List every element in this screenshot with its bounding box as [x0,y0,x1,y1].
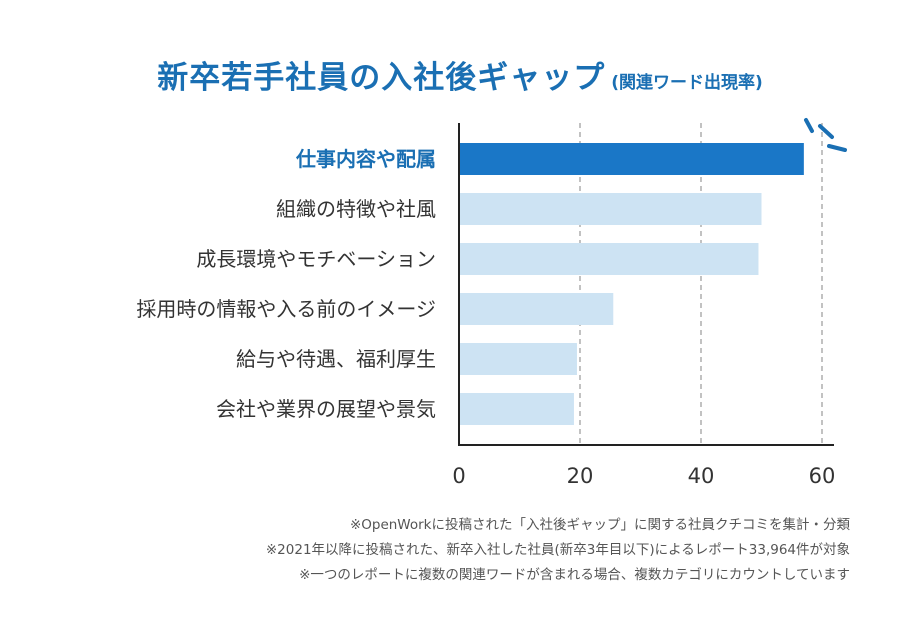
category-label-5: 会社や業界の展望や景気 [216,397,436,421]
category-label-4: 給与や待遇、福利厚生 [236,347,436,371]
bar-chart: 仕事内容や配属組織の特徴や社風成長環境やモチベーション採用時の情報や入る前のイメ… [136,118,847,488]
footnote-2: ※2021年以降に投稿された、新卒入社した社員(新卒3年目以下)によるレポート3… [265,542,850,558]
footnote-3: ※一つのレポートに複数の関連ワードが含まれる場合、複数カテゴリにカウントしていま… [299,567,850,583]
x-tick-label-0: 0 [452,464,465,488]
category-label-2: 成長環境やモチベーション [196,247,436,271]
chart-title-row: 新卒若手社員の入社後ギャップ (関連ワード出現率) [0,52,920,97]
emphasis-mark-1 [818,124,834,139]
category-label-3: 採用時の情報や入る前のイメージ [136,297,436,321]
category-label-0: 仕事内容や配属 [295,147,436,171]
x-tick-label-60: 60 [809,464,836,488]
bar-0 [459,143,804,175]
bar-5 [459,393,574,425]
footnote-1: ※OpenWorkに投稿された「入社後ギャップ」に関する社員クチコミを集計・分類 [349,517,850,533]
x-tick-label-40: 40 [688,464,715,488]
category-label-1: 組織の特徴や社風 [276,197,436,221]
bar-2 [459,243,759,275]
chart-subtitle: (関連ワード出現率) [611,73,763,93]
footnotes: ※OpenWorkに投稿された「入社後ギャップ」に関する社員クチコミを集計・分類… [266,513,850,588]
bar-4 [459,343,577,375]
bar-1 [459,193,762,225]
bar-3 [459,293,614,325]
x-tick-label-20: 20 [567,464,594,488]
chart-title: 新卒若手社員の入社後ギャップ [157,60,606,96]
emphasis-mark-2 [827,144,847,152]
emphasis-mark-0 [804,118,814,133]
